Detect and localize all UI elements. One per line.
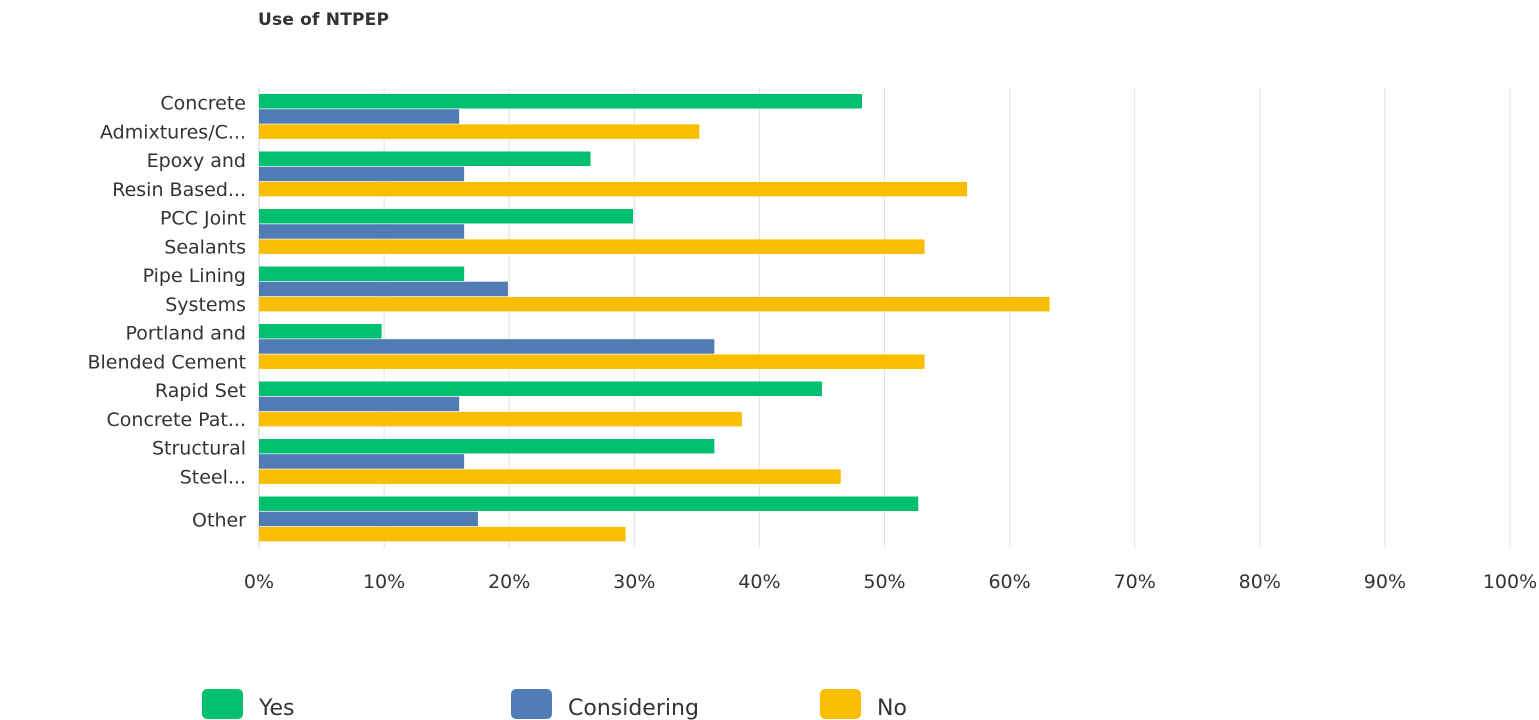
category-label: PCC Joint Sealants — [160, 207, 246, 258]
bar-yes — [259, 94, 862, 109]
category-label: Epoxy and Resin Based... — [112, 150, 246, 201]
bar-considering — [259, 166, 465, 182]
category-label: Rapid Set Concrete Pat... — [107, 380, 246, 431]
x-tick-label: 100% — [1483, 571, 1537, 593]
bar-yes — [259, 439, 715, 454]
bar-no — [259, 296, 1050, 312]
bar-no — [259, 354, 925, 369]
bar-considering — [259, 454, 465, 469]
bar-yes — [259, 496, 919, 511]
bars — [259, 94, 1050, 542]
category-label: Pipe Lining Systems — [143, 265, 246, 316]
bar-yes — [259, 324, 382, 339]
x-axis-tick-labels: 0% 10% 20% 30% 40% 50% 60% 70% 80% 90% 100% — [244, 571, 1537, 593]
bar-yes — [259, 209, 634, 224]
bar-no — [259, 181, 968, 197]
bar-yes — [259, 151, 591, 166]
bar-no — [259, 526, 626, 542]
category-label: Portland and Blended Cement — [87, 322, 246, 373]
category-label: Other — [192, 509, 246, 531]
legend-swatch-considering — [511, 689, 552, 719]
bar-considering — [259, 339, 715, 354]
bar-no — [259, 239, 925, 254]
x-tick-label: 60% — [988, 571, 1030, 593]
legend-label-considering: Considering — [568, 696, 699, 720]
x-tick-label: 90% — [1364, 571, 1406, 593]
x-tick-label: 20% — [488, 571, 530, 593]
x-tick-label: 30% — [613, 571, 655, 593]
chart-title: Use of NTPEP — [258, 10, 390, 30]
x-tick-label: 0% — [244, 571, 274, 593]
bar-considering — [259, 109, 460, 124]
x-tick-label: 70% — [1114, 571, 1156, 593]
bar-no — [259, 124, 700, 139]
legend-label-no: No — [877, 696, 907, 720]
category-label: Concrete Admixtures/C... — [100, 92, 246, 143]
bar-yes — [259, 381, 822, 396]
bar-considering — [259, 396, 460, 412]
x-tick-label: 80% — [1239, 571, 1281, 593]
x-tick-label: 50% — [863, 571, 905, 593]
legend-swatch-no — [820, 689, 861, 719]
bar-no — [259, 469, 841, 484]
bar-considering — [259, 281, 508, 297]
x-tick-label: 40% — [738, 571, 780, 593]
category-labels: Concrete Admixtures/C... Epoxy and Resin Ba… — [87, 92, 246, 531]
bar-considering — [259, 511, 478, 527]
bar-no — [259, 411, 742, 427]
x-tick-label: 10% — [363, 571, 405, 593]
bar-considering — [259, 224, 465, 239]
legend-label-yes: Yes — [258, 696, 295, 720]
legend-swatch-yes — [202, 689, 243, 719]
bar-yes — [259, 266, 465, 281]
legend: Yes Considering No — [202, 689, 907, 720]
category-label: Structural Steel... — [152, 437, 246, 488]
